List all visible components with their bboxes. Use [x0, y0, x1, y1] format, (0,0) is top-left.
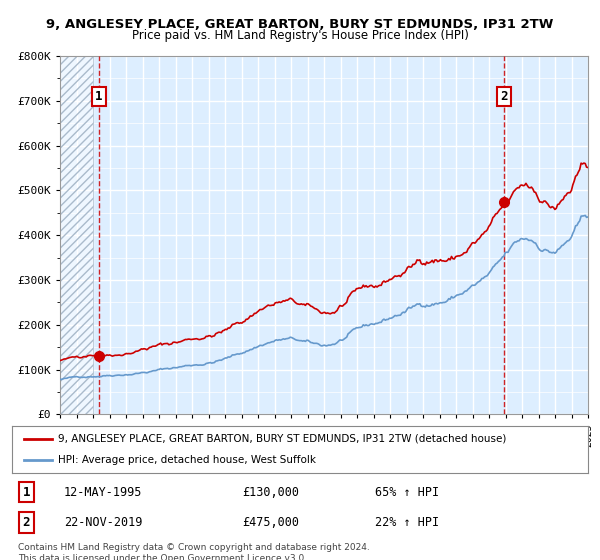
- Bar: [60, 56, 93, 414]
- Text: 1: 1: [23, 486, 30, 499]
- Text: £130,000: £130,000: [242, 486, 299, 499]
- Text: 65% ↑ HPI: 65% ↑ HPI: [375, 486, 439, 499]
- Text: Contains HM Land Registry data © Crown copyright and database right 2024.
This d: Contains HM Land Registry data © Crown c…: [18, 543, 370, 560]
- Text: HPI: Average price, detached house, West Suffolk: HPI: Average price, detached house, West…: [58, 455, 316, 465]
- Text: 1: 1: [95, 90, 103, 103]
- Text: 9, ANGLESEY PLACE, GREAT BARTON, BURY ST EDMUNDS, IP31 2TW: 9, ANGLESEY PLACE, GREAT BARTON, BURY ST…: [46, 18, 554, 31]
- Text: £475,000: £475,000: [242, 516, 299, 529]
- Text: 2: 2: [23, 516, 30, 529]
- Text: 22-NOV-2019: 22-NOV-2019: [64, 516, 142, 529]
- Text: 2: 2: [500, 90, 508, 103]
- Bar: [60, 56, 93, 414]
- Text: 22% ↑ HPI: 22% ↑ HPI: [375, 516, 439, 529]
- Text: 12-MAY-1995: 12-MAY-1995: [64, 486, 142, 499]
- Text: Price paid vs. HM Land Registry's House Price Index (HPI): Price paid vs. HM Land Registry's House …: [131, 29, 469, 42]
- Text: 9, ANGLESEY PLACE, GREAT BARTON, BURY ST EDMUNDS, IP31 2TW (detached house): 9, ANGLESEY PLACE, GREAT BARTON, BURY ST…: [58, 434, 506, 444]
